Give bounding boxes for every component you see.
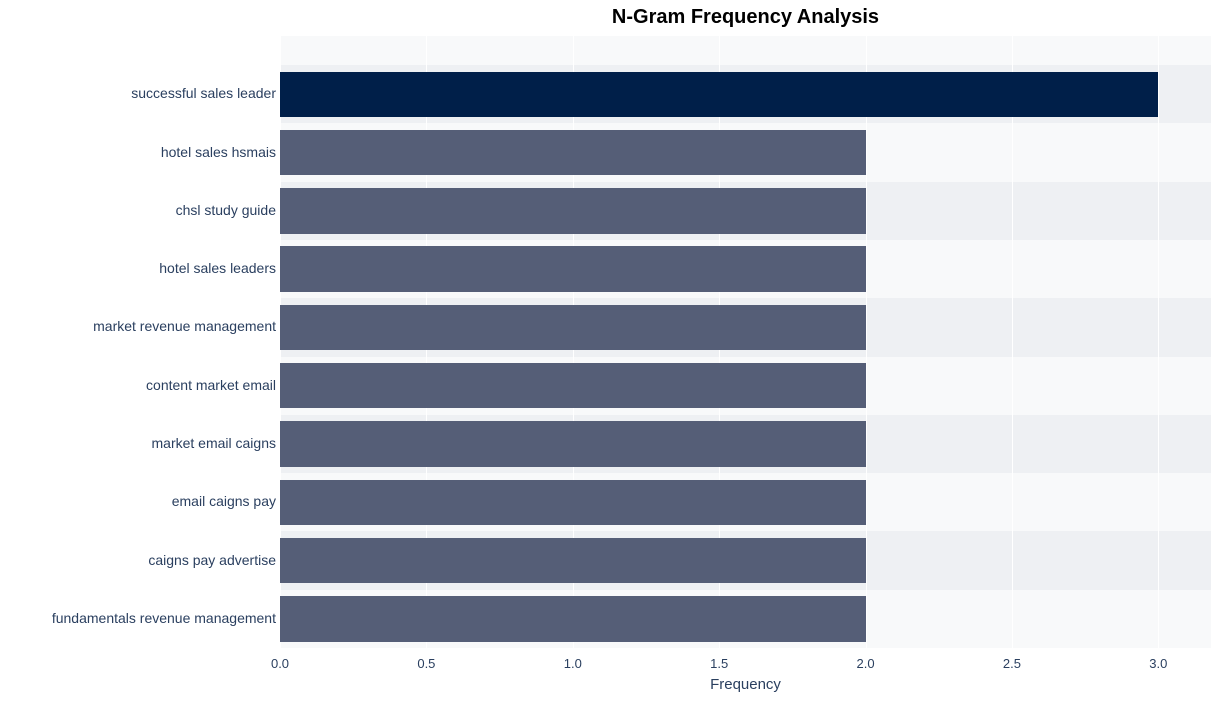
plot-area	[280, 36, 1211, 648]
x-tick-label: 0.0	[271, 656, 289, 671]
y-tick-label: content market email	[0, 377, 276, 393]
y-tick-label: successful sales leader	[0, 85, 276, 101]
x-tick-label: 1.0	[564, 656, 582, 671]
bar	[280, 246, 866, 291]
bar	[280, 421, 866, 466]
x-axis-label: Frequency	[0, 676, 1221, 693]
y-tick-label: hotel sales hsmais	[0, 144, 276, 160]
bar	[280, 72, 1158, 117]
x-tick-label: 2.0	[856, 656, 874, 671]
bar	[280, 363, 866, 408]
y-tick-label: market revenue management	[0, 318, 276, 334]
ngram-frequency-chart: N-Gram Frequency Analysis Frequency succ…	[0, 0, 1221, 701]
bar	[280, 480, 866, 525]
y-tick-label: hotel sales leaders	[0, 260, 276, 276]
y-tick-label: fundamentals revenue management	[0, 610, 276, 626]
x-tick-label: 0.5	[417, 656, 435, 671]
gridline	[1012, 36, 1013, 648]
x-tick-label: 1.5	[710, 656, 728, 671]
chart-title: N-Gram Frequency Analysis	[0, 6, 1221, 29]
x-tick-label: 3.0	[1149, 656, 1167, 671]
y-tick-label: chsl study guide	[0, 202, 276, 218]
bar	[280, 596, 866, 641]
x-tick-label: 2.5	[1003, 656, 1021, 671]
y-tick-label: caigns pay advertise	[0, 552, 276, 568]
gridline	[866, 36, 867, 648]
bar	[280, 538, 866, 583]
y-tick-label: market email caigns	[0, 435, 276, 451]
gridline	[1158, 36, 1159, 648]
bar	[280, 130, 866, 175]
bar	[280, 305, 866, 350]
bar	[280, 188, 866, 233]
row-background	[280, 36, 1211, 65]
y-tick-label: email caigns pay	[0, 493, 276, 509]
